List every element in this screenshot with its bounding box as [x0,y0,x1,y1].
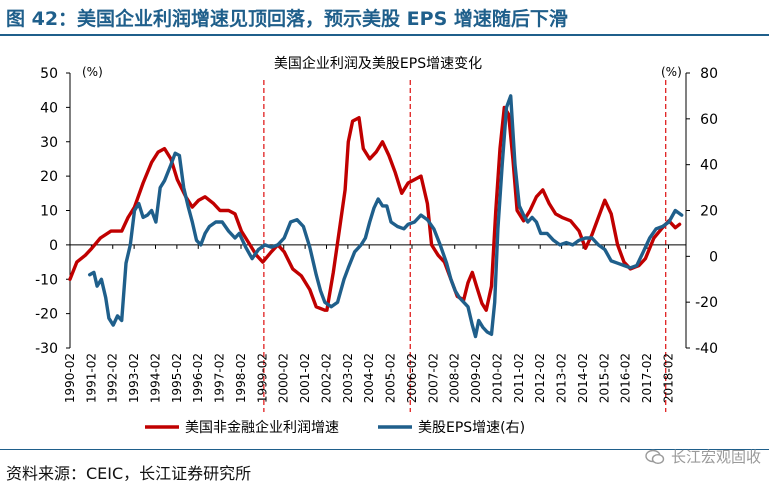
x-tick-label: 2003-02 [341,353,355,403]
vertical-markers [263,80,667,412]
left-tick-label: -30 [35,341,58,357]
left-tick-label: -10 [35,272,58,288]
left-tick-label: 40 [40,100,58,116]
right-tick-label: 40 [700,158,718,174]
right-tick-label: -40 [695,341,718,357]
x-tick-label: 2007-02 [426,353,440,403]
right-tick-label: 20 [700,204,718,220]
chart-title: 美国企业利润及美股EPS增速变化 [274,55,482,72]
right-tick-label: 60 [700,112,718,128]
watermark-text: 长江宏观固收 [670,448,761,466]
x-tick-label: 1993-02 [127,353,141,403]
x-tick-label: 1995-02 [170,353,184,403]
x-tick-label: 2000-02 [277,353,291,403]
figure-title: 图 42：美国企业利润增速见顶回落，预示美股 EPS 增速随后下滑 [6,8,568,30]
right-tick-label: 80 [700,66,718,82]
x-axis: 1990-02 1991-02 1992-02 1993-02 1994-02 1995-… [63,244,686,403]
legend-label: 美国非金融企业利润增速 [185,419,339,436]
source-note: 资料来源：CEIC，长江证券研究所 [6,464,252,483]
left-tick-label: 30 [40,135,58,151]
legend: 美国非金融企业利润增速 美股EPS增速(右) [145,419,525,436]
left-tick-label: 0 [49,238,58,254]
series-line-eps [88,94,684,339]
x-tick-label: 1997-02 [213,353,227,403]
x-tick-label: 2005-02 [384,353,398,403]
x-tick-label: 2012-02 [533,353,547,403]
left-tick-label: 10 [40,204,58,220]
x-tick-label: 2011-02 [512,353,526,403]
x-tick-label: 1994-02 [148,353,162,403]
left-axis-unit: (%) [82,65,103,79]
left-tick-label: 20 [40,169,58,185]
title-rule [0,34,769,36]
x-tick-label: 2009-02 [469,353,483,403]
x-tick-label: 2018-02 [661,353,675,403]
series-line-profit [68,105,682,312]
x-tick-label: 2004-02 [362,353,376,403]
right-tick-label: 0 [709,249,718,265]
x-tick-label: 2017-02 [640,353,654,403]
x-tick-label: 2014-02 [576,353,590,403]
x-tick-label: 2001-02 [298,353,312,403]
watermark: 长江宏观固收 [645,446,761,467]
x-tick-label: 2016-02 [619,353,633,403]
right-tick-label: -20 [695,295,718,311]
x-tick-label: 1990-02 [63,353,77,403]
x-tick-label: 1999-02 [255,353,269,403]
x-tick-label: 1992-02 [106,353,120,403]
x-tick-label: 2015-02 [597,353,611,403]
left-axis: -30 -20 -10 0 10 20 30 40 50 [35,66,71,357]
x-tick-label: 2006-02 [405,353,419,403]
series-lines [68,94,684,339]
left-tick-label: -20 [35,307,58,323]
x-tick-label: 1998-02 [234,353,248,403]
x-tick-label: 2008-02 [448,353,462,403]
x-tick-label: 2002-02 [319,353,333,403]
chat-bubble-icon [645,449,665,464]
right-axis-unit: (%) [661,65,682,79]
x-tick-label: 2010-02 [490,353,504,403]
x-tick-label: 1991-02 [84,353,98,403]
source-rule [0,449,769,450]
right-axis: -40 -20 0 20 40 60 80 [685,66,718,357]
x-tick-label: 2013-02 [555,353,569,403]
legend-label: 美股EPS增速(右) [418,420,525,436]
x-tick-label: 1996-02 [191,353,205,403]
left-tick-label: 50 [40,66,58,82]
